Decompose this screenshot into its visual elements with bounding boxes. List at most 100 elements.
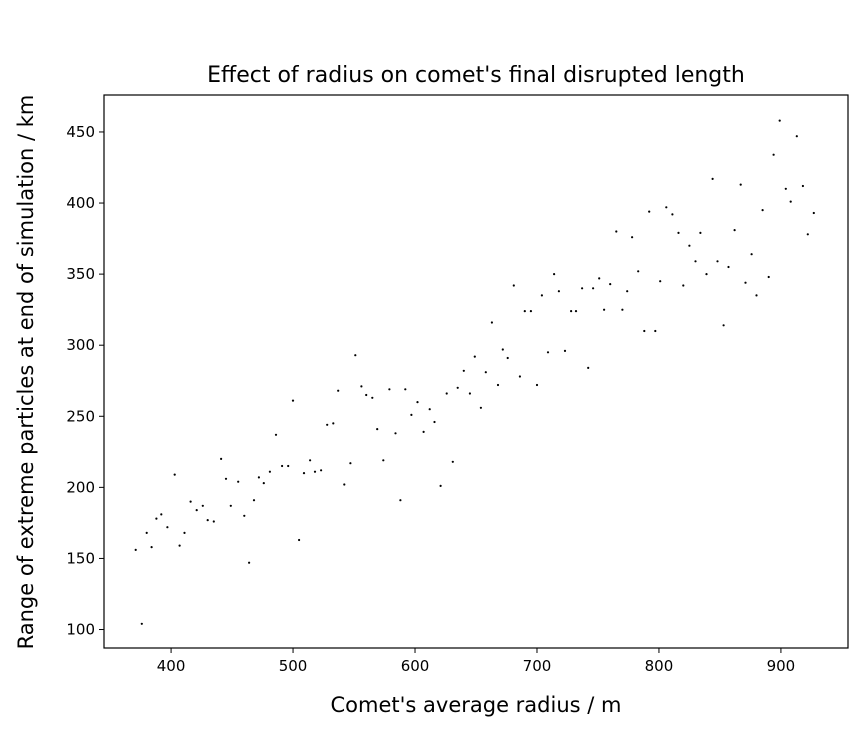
data-point xyxy=(394,432,397,435)
data-point xyxy=(699,231,702,234)
data-point xyxy=(705,273,708,276)
data-point xyxy=(189,500,192,503)
data-point xyxy=(755,294,758,297)
data-point xyxy=(287,464,290,468)
data-point xyxy=(237,480,240,483)
data-point xyxy=(155,517,158,520)
data-point xyxy=(648,210,651,213)
data-point xyxy=(553,273,556,276)
data-point xyxy=(682,284,685,287)
data-point xyxy=(671,213,674,216)
x-axis-label: Comet's average radius / m xyxy=(331,693,622,717)
data-point xyxy=(631,236,634,239)
data-point xyxy=(462,369,465,372)
data-point xyxy=(298,538,301,542)
data-point xyxy=(140,622,143,625)
data-point xyxy=(570,310,573,313)
data-point xyxy=(320,469,323,472)
data-point xyxy=(615,230,618,233)
data-point xyxy=(496,383,500,387)
data-point xyxy=(439,484,442,487)
y-tick-label: 150 xyxy=(66,549,95,567)
data-point xyxy=(382,459,385,462)
data-point xyxy=(410,413,413,416)
data-point xyxy=(291,399,295,402)
data-point xyxy=(160,513,163,516)
data-point xyxy=(677,231,680,234)
data-point xyxy=(598,277,601,280)
data-point xyxy=(574,310,578,313)
data-point xyxy=(134,548,137,552)
x-tick-label: 800 xyxy=(645,657,674,675)
data-point xyxy=(371,396,374,399)
data-point xyxy=(195,509,198,512)
data-point xyxy=(789,200,792,203)
data-point xyxy=(206,519,209,522)
data-point xyxy=(445,392,448,395)
data-point xyxy=(224,477,228,480)
data-point xyxy=(365,393,368,397)
data-point xyxy=(518,375,522,378)
data-point xyxy=(428,408,431,411)
data-point xyxy=(665,206,668,209)
data-point xyxy=(451,460,454,463)
data-point xyxy=(309,459,312,462)
y-tick-label: 200 xyxy=(66,478,95,496)
data-point xyxy=(535,383,539,387)
data-point xyxy=(727,265,730,269)
data-point xyxy=(404,388,407,391)
data-point xyxy=(637,270,640,273)
data-point xyxy=(360,385,363,388)
data-point xyxy=(587,366,590,369)
data-point xyxy=(626,290,629,293)
data-point xyxy=(795,135,798,138)
x-tick-label: 500 xyxy=(279,657,308,675)
x-tick-label: 700 xyxy=(523,657,552,675)
data-point xyxy=(252,499,256,502)
data-point xyxy=(178,544,181,547)
data-point xyxy=(772,153,775,156)
data-point xyxy=(812,211,815,215)
x-tick-label: 400 xyxy=(157,657,186,675)
data-point xyxy=(784,187,787,190)
data-point xyxy=(349,462,352,465)
data-point xyxy=(621,308,624,311)
plot-frame xyxy=(103,94,849,649)
data-point xyxy=(268,470,271,473)
data-point xyxy=(654,329,657,333)
data-point xyxy=(468,392,471,395)
data-point xyxy=(281,464,284,468)
y-tick-label: 450 xyxy=(66,123,95,141)
data-point xyxy=(716,260,719,263)
data-point xyxy=(557,290,561,293)
data-point xyxy=(490,321,493,324)
data-point xyxy=(711,177,714,180)
data-point xyxy=(778,119,781,122)
data-point xyxy=(540,294,544,297)
data-point xyxy=(422,430,425,433)
data-point xyxy=(501,348,504,351)
data-point xyxy=(173,473,176,476)
y-tick-label: 400 xyxy=(66,194,95,212)
x-axis-ticks: 400 500 600 700 800 900 xyxy=(157,648,795,675)
data-point xyxy=(332,422,335,425)
data-point xyxy=(722,324,725,327)
data-point xyxy=(529,310,533,313)
data-point xyxy=(767,275,770,279)
data-point xyxy=(388,388,391,391)
data-point xyxy=(343,483,346,486)
data-point xyxy=(761,209,764,212)
x-tick-label: 900 xyxy=(767,657,796,675)
data-point xyxy=(484,371,487,374)
y-tick-label: 250 xyxy=(66,407,95,425)
data-point xyxy=(563,349,567,352)
data-point xyxy=(201,504,204,507)
data-point xyxy=(229,504,232,507)
data-point xyxy=(337,389,340,392)
data-point xyxy=(643,329,646,333)
data-point xyxy=(733,229,736,232)
data-point xyxy=(512,284,515,287)
data-point xyxy=(473,355,476,358)
data-point xyxy=(739,183,742,186)
